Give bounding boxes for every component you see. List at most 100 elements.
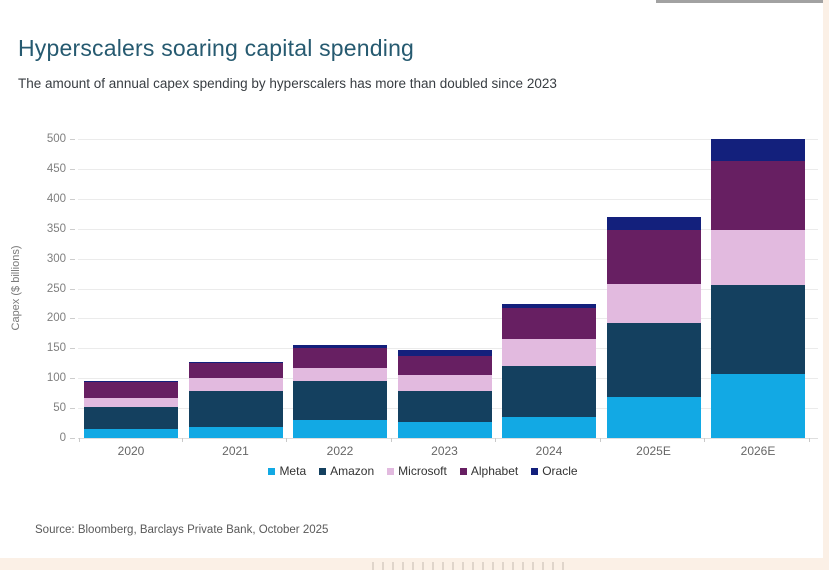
x-tick-label-2020: 2020 [117,444,145,458]
bar-2023 [397,349,492,438]
bar-segment-2024-meta [502,416,596,438]
x-tick-mark [286,438,287,442]
y-tick-label-450: 450 [46,162,66,175]
y-tick-label-50: 50 [53,402,66,415]
y-tick-label-400: 400 [46,192,66,205]
legend-item-meta: Meta [268,464,306,478]
x-tick-mark [808,438,810,442]
x-tick-mark [495,438,496,442]
bar-segment-2020-oracle [84,381,178,383]
x-tick-mark [79,438,80,442]
page-title: Hyperscalers soaring capital spending [18,35,415,62]
chart-legend: Meta Amazon Microsoft Alphabet Oracle [78,464,768,478]
right-band [823,0,829,570]
y-tick-mark [70,348,75,350]
plot-area [78,139,818,439]
bar-segment-2023-oracle [397,349,492,356]
x-tick-label-2026E: 2026E [740,444,776,458]
legend-label-microsoft: Microsoft [398,464,447,478]
bar-segment-2021-alphabet [188,363,283,379]
x-tick-mark [181,438,183,442]
legend-item-oracle: Oracle [531,464,578,478]
y-tick-label-200: 200 [46,312,66,325]
bar-segment-2020-microsoft [84,397,178,407]
bar-segment-2024-microsoft [502,339,596,367]
legend-item-microsoft: Microsoft [387,464,447,478]
bar-segment-2025E-alphabet [606,229,701,284]
legend-swatch-microsoft [387,467,395,475]
source-attribution: Source: Bloomberg, Barclays Private Bank… [35,524,329,536]
bar-segment-2026E-microsoft [711,229,805,285]
legend-label-meta: Meta [279,464,307,478]
legend-item-alphabet: Alphabet [459,464,519,478]
bar-2025E [606,217,701,438]
page-subtitle: The amount of annual capex spending by h… [18,76,557,91]
bar-segment-2022-alphabet [293,347,387,369]
bar-segment-2023-amazon [397,390,492,422]
y-tick-label-300: 300 [46,252,66,265]
y-tick-mark [70,318,75,320]
bar-segment-2023-microsoft [397,374,492,391]
bar-segment-2021-oracle [188,361,283,364]
gridline-200 [78,318,818,320]
gridline-150 [78,348,818,350]
bar-2022 [293,345,387,438]
y-tick-label-100: 100 [46,372,66,385]
legend-label-alphabet: Alphabet [470,464,519,478]
bar-segment-2026E-amazon [711,284,805,374]
bar-segment-2020-meta [84,429,178,438]
bar-segment-2025E-amazon [606,322,701,398]
gridline-250 [78,288,818,290]
bar-segment-2025E-meta [606,397,701,438]
x-tick-label-2024: 2024 [535,444,563,458]
y-tick-mark [70,288,75,290]
bar-segment-2024-oracle [502,303,596,309]
bar-segment-2026E-oracle [711,139,805,161]
x-tick-label-2025E: 2025E [636,444,671,458]
bar-segment-2021-amazon [188,390,283,428]
bar-segment-2023-meta [397,421,492,438]
bar-segment-2022-microsoft [293,368,387,382]
legend-swatch-oracle [531,467,539,475]
legend-swatch-alphabet [459,467,467,475]
y-tick-mark [70,438,75,439]
y-tick-label-350: 350 [46,222,66,235]
y-tick-label-250: 250 [46,282,66,295]
bar-2024 [502,303,596,438]
bar-segment-2022-meta [293,420,387,438]
bar-segment-2022-oracle [293,345,387,348]
gridline-300 [78,258,818,260]
y-tick-mark [70,408,75,410]
bar-segment-2022-amazon [293,381,387,421]
bar-segment-2020-alphabet [84,382,178,398]
y-tick-mark [70,258,75,260]
x-tick-label-2022: 2022 [326,444,354,458]
bar-2020 [84,381,178,438]
y-tick-mark [70,139,75,140]
x-tick-mark [390,438,392,442]
y-tick-label-150: 150 [46,342,66,355]
bar-segment-2026E-meta [711,374,805,438]
bar-segment-2025E-microsoft [606,283,701,323]
y-tick-mark [70,228,75,230]
bar-2026E [711,139,805,438]
x-tick-label-2021: 2021 [222,444,249,458]
bar-segment-2023-alphabet [397,355,492,375]
x-tick-mark [704,438,705,442]
gridline-400 [78,198,818,200]
gridline-0 [78,438,818,439]
y-tick-mark [70,168,75,170]
bar-segment-2024-amazon [502,366,596,417]
legend-label-oracle: Oracle [542,464,578,478]
legend-swatch-meta [268,467,276,475]
bottom-band [0,558,829,570]
x-tick-label-2023: 2023 [431,444,458,458]
y-tick-label-0: 0 [59,432,66,444]
legend-item-amazon: Amazon [319,464,374,478]
y-tick-mark [70,378,75,380]
bar-segment-2020-amazon [84,406,178,429]
bar-segment-2021-microsoft [188,378,283,391]
y-tick-mark [70,198,75,200]
bar-segment-2024-alphabet [502,308,596,340]
